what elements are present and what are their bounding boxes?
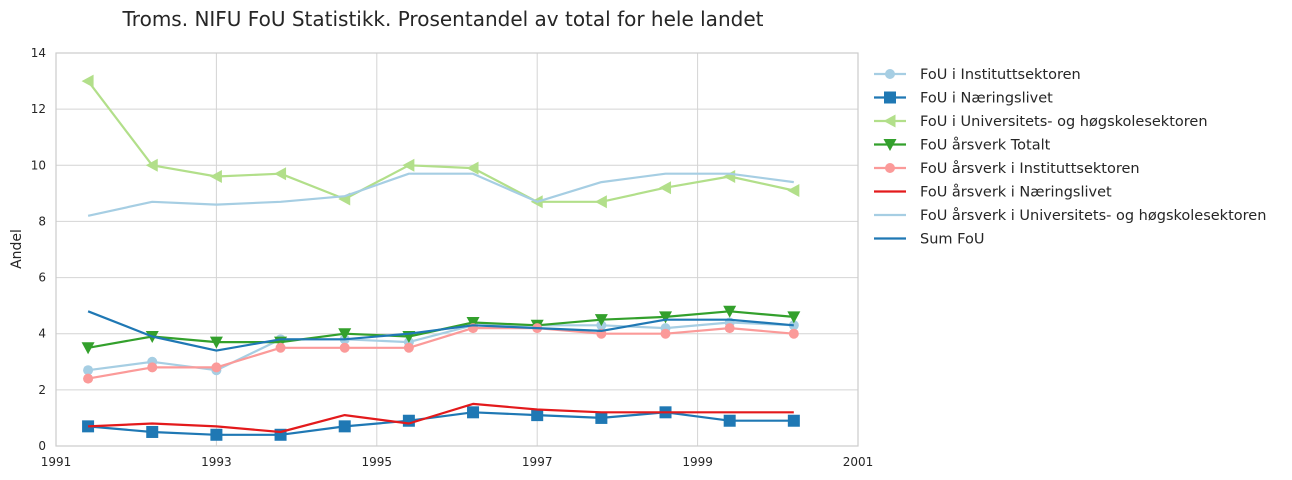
data-point [211,362,222,373]
series-line [88,402,794,434]
chart-title: Troms. NIFU FoU Statistikk. Prosentandel… [122,7,764,31]
series-line [87,80,795,203]
y-tick-label: 6 [38,271,46,285]
data-point [81,74,94,88]
data-point [338,420,351,433]
data-point [787,414,800,427]
data-point [82,420,95,433]
y-tick-label: 0 [38,439,46,453]
plot-background [56,53,858,446]
data-point [403,342,414,353]
x-tick-label: 1991 [41,455,72,469]
series-line [87,310,794,352]
series-line [87,327,794,380]
y-tick-label: 10 [31,158,46,172]
data-point [723,305,737,318]
data-point [339,342,350,353]
data-point [723,414,736,427]
x-tick-label: 1993 [201,455,232,469]
legend-label: FoU i Universitets- og høgskolesektoren [920,114,1208,130]
x-tick-label: 1995 [362,455,393,469]
data-point [83,373,94,384]
data-point [209,170,222,184]
legend-label: FoU årsverk i Næringslivet [920,184,1112,201]
legend-item: FoU årsverk Totalt [874,137,1051,154]
data-point [595,411,608,424]
legend-label: FoU årsverk i Universitets- og høgskoles… [920,207,1266,224]
y-axis-label: Andel [9,229,25,269]
data-point [788,320,799,331]
series-line [87,321,794,372]
legend-label: FoU i Næringslivet [920,91,1053,107]
legend-label: FoU i Instituttsektoren [920,67,1081,83]
data-point [83,365,94,376]
legend-item: FoU i Næringslivet [874,91,1053,107]
legend-marker [884,91,896,104]
legend-marker [885,69,895,79]
series-2 [82,406,800,441]
series-8 [87,310,794,352]
data-point [594,195,607,209]
data-point [660,328,671,339]
y-tick-label: 12 [31,102,46,116]
data-point [81,342,95,355]
series-group [81,74,801,441]
data-point [724,323,735,334]
data-point [146,425,159,438]
series-line [88,411,794,436]
x-tick-label: 2001 [843,455,874,469]
data-point [275,342,286,353]
series-7 [87,172,794,217]
y-tick-label: 2 [38,383,46,397]
data-point [145,158,158,172]
data-point [659,311,673,324]
legend-item: FoU årsverk i Universitets- og høgskoles… [874,207,1266,224]
legend-marker [883,139,897,151]
legend-marker [883,114,896,128]
y-tick-label: 14 [31,46,46,60]
y-tick-label: 8 [38,214,46,228]
legend-label: Sum FoU [920,232,984,248]
y-axis-ticks: 0 2 4 6 8 10 12 14 [31,46,46,453]
x-tick-label: 1999 [682,455,713,469]
x-tick-label: 1997 [522,455,553,469]
data-point [466,316,480,329]
legend-item: FoU årsverk i Instituttsektoren [874,160,1140,177]
data-point [210,428,223,441]
plot-frame [55,52,859,447]
data-point [274,167,287,181]
data-point [594,314,608,327]
data-point [338,328,352,341]
y-tick-label: 4 [38,327,46,341]
legend-label: FoU årsverk i Instituttsektoren [920,160,1140,177]
legend-item: Sum FoU [874,232,984,248]
data-point [402,414,415,427]
legend-item: FoU årsverk i Næringslivet [874,184,1112,201]
data-point [531,409,544,422]
data-point [788,328,799,339]
legend-marker [885,163,895,173]
series-line [87,172,794,217]
data-point [787,311,801,324]
series-6 [88,402,794,434]
legend-item: FoU i Instituttsektoren [874,67,1081,83]
legend-item: FoU i Universitets- og høgskolesektoren [874,114,1208,130]
legend-label: FoU årsverk Totalt [920,137,1051,154]
data-point [467,406,480,419]
data-point [209,336,223,349]
data-point [147,362,158,373]
x-axis-ticks: 1991 1993 1995 1997 1999 2001 [41,455,874,469]
data-point [466,161,479,175]
plot-area [55,52,859,447]
data-point [659,181,672,195]
data-point [787,184,800,198]
legend: FoU i Instituttsektoren FoU i Næringslive… [874,67,1266,248]
data-point [402,158,415,172]
